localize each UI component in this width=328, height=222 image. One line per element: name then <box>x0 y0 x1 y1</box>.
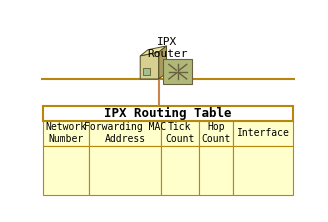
Bar <box>43 106 293 121</box>
Polygon shape <box>159 46 167 79</box>
Text: Network
Number: Network Number <box>46 123 87 144</box>
Polygon shape <box>140 52 159 79</box>
Bar <box>163 59 192 84</box>
Bar <box>143 68 150 75</box>
Bar <box>199 121 233 146</box>
Bar <box>233 146 293 195</box>
Bar <box>233 121 293 146</box>
Bar <box>199 146 233 195</box>
Text: Tick
Count: Tick Count <box>165 123 195 144</box>
Bar <box>161 146 199 195</box>
Bar <box>90 121 161 146</box>
Text: Hop
Count: Hop Count <box>201 123 231 144</box>
Text: Forwarding MAC
Address: Forwarding MAC Address <box>84 123 166 144</box>
Bar <box>43 121 90 146</box>
Bar <box>43 146 90 195</box>
Text: Interface: Interface <box>236 128 289 138</box>
Polygon shape <box>140 46 167 56</box>
Text: IPX Routing Table: IPX Routing Table <box>104 107 232 120</box>
Text: IPX
Router: IPX Router <box>147 38 188 59</box>
Bar <box>90 146 161 195</box>
Bar <box>161 121 199 146</box>
